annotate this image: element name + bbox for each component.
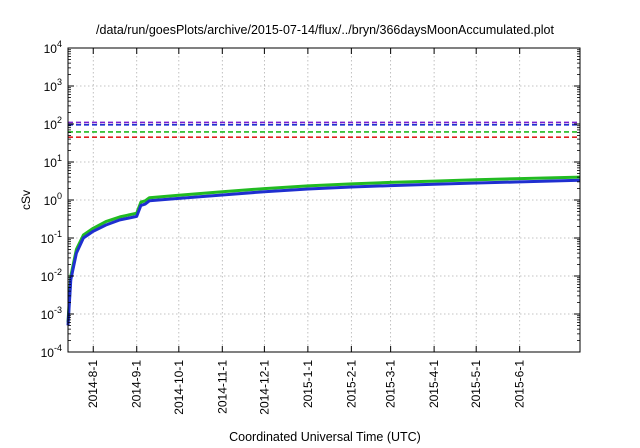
x-tick-label: 2014-8-1: [86, 360, 100, 408]
y-axis-label: cSv: [19, 190, 33, 210]
y-tick-label: 103: [44, 77, 62, 94]
y-tick-label: 10-3: [41, 305, 62, 322]
y-tick-label: 10-1: [41, 229, 62, 246]
y-tick-label: 104: [44, 39, 62, 56]
y-tick-label: 102: [44, 115, 62, 132]
x-tick-label: 2015-6-1: [513, 360, 527, 408]
x-tick-label: 2015-2-1: [344, 360, 358, 408]
y-tick-label: 100: [44, 191, 62, 208]
x-tick-label: 2015-5-1: [469, 360, 483, 408]
x-axis-label: Coordinated Universal Time (UTC): [229, 430, 421, 444]
x-tick-label: 2015-3-1: [384, 360, 398, 408]
x-tick-label: 2015-1-1: [301, 360, 315, 408]
series-line: [66, 178, 581, 326]
axis-ticks: 10-4 10-3 10-2 10-1 100 101 102 103 104 2014-8-1 2…: [41, 39, 580, 415]
data-series: [66, 175, 581, 326]
y-tick-label: 101: [44, 153, 62, 170]
x-tick-label: 2014-11-1: [215, 360, 229, 414]
y-tick-label: 10-4: [41, 343, 62, 360]
y-tick-label: 10-2: [41, 267, 62, 284]
x-tick-label: 2014-9-1: [130, 360, 144, 408]
x-tick-label: 2015-4-1: [427, 360, 441, 408]
x-tick-label: 2014-10-1: [172, 360, 186, 415]
chart-title: /data/run/goesPlots/archive/2015-07-14/f…: [96, 23, 554, 37]
x-tick-label: 2014-12-1: [257, 360, 271, 415]
series-line: [66, 175, 581, 323]
reference-lines: [68, 121, 580, 138]
